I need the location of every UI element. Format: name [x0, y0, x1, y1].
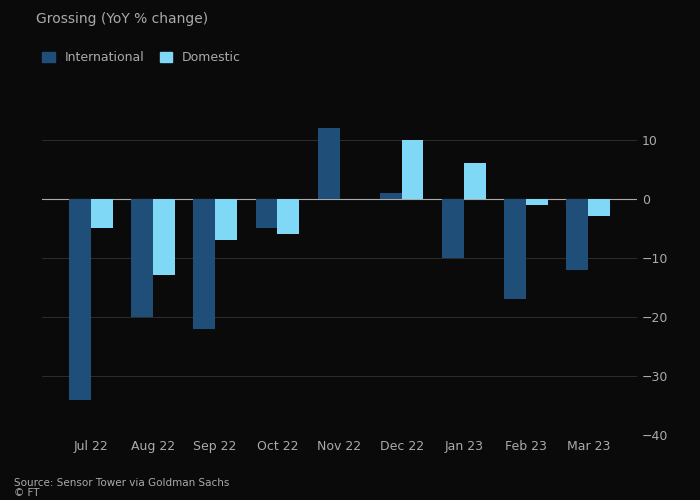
Legend: International, Domestic: International, Domestic: [42, 52, 241, 64]
Bar: [277, 198, 299, 234]
Bar: [318, 128, 340, 198]
Bar: [131, 198, 153, 317]
Bar: [588, 198, 610, 216]
Bar: [256, 198, 277, 228]
Bar: [566, 198, 588, 270]
Bar: [69, 198, 91, 400]
Text: © FT: © FT: [14, 488, 39, 498]
Bar: [464, 163, 486, 198]
Bar: [402, 140, 424, 198]
Bar: [380, 192, 402, 198]
Bar: [193, 198, 215, 328]
Bar: [153, 198, 175, 276]
Text: Source: Sensor Tower via Goldman Sachs: Source: Sensor Tower via Goldman Sachs: [14, 478, 230, 488]
Bar: [91, 198, 113, 228]
Bar: [442, 198, 464, 258]
Bar: [504, 198, 526, 299]
Bar: [215, 198, 237, 240]
Bar: [526, 198, 548, 204]
Text: Grossing (YoY % change): Grossing (YoY % change): [36, 12, 208, 26]
